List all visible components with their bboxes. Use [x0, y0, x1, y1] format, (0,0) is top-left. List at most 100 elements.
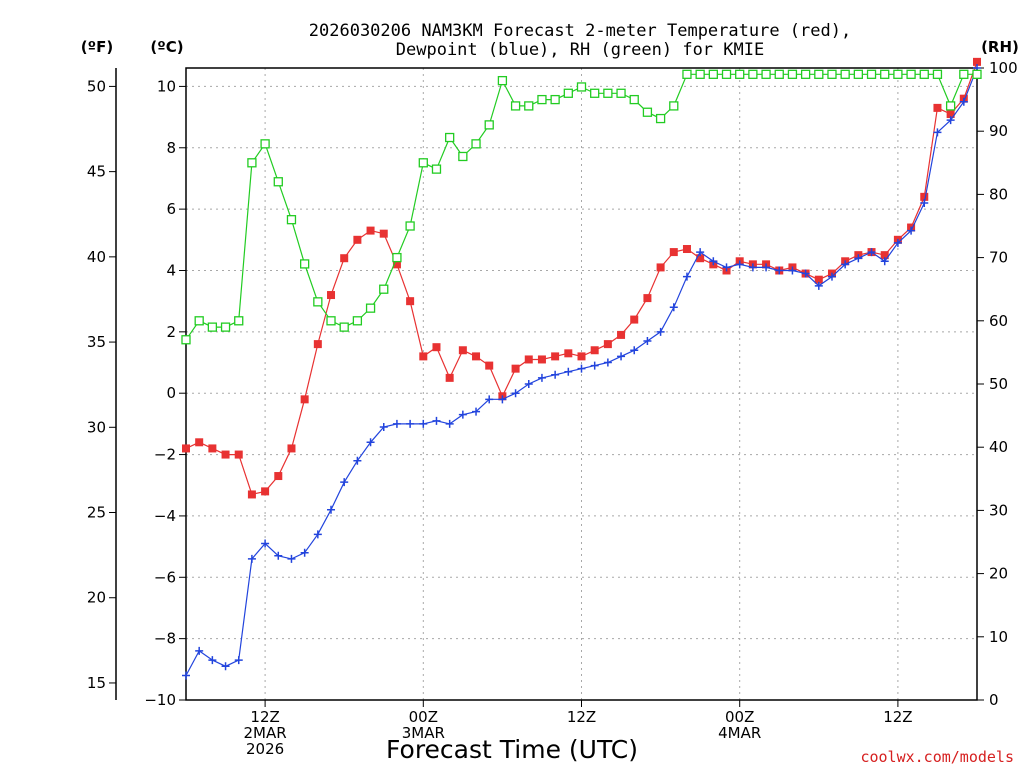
temperature-point	[590, 346, 599, 355]
dewpoint-point	[485, 395, 494, 404]
dewpoint-point	[261, 539, 270, 548]
rh-tick-label: 80	[989, 185, 1008, 203]
temperature-point	[300, 395, 309, 404]
temperature-point	[182, 444, 190, 453]
rh-tick-label: 70	[989, 249, 1008, 267]
dewpoint-point	[617, 352, 626, 361]
rh-point	[695, 69, 705, 79]
temperature-point	[195, 438, 204, 447]
dewpoint-point	[472, 407, 481, 416]
rh-point	[510, 101, 521, 111]
rh-point	[787, 69, 798, 79]
dewpoint-point	[195, 646, 204, 655]
temperature-point	[973, 57, 981, 66]
dewpoint-point	[959, 97, 968, 106]
celsius-tick-label: 0	[166, 384, 176, 402]
celsius-unit-label: (ºC)	[150, 38, 183, 56]
temperature-point	[287, 444, 296, 453]
rh-point	[471, 139, 481, 149]
rh-tick-label: 50	[989, 375, 1008, 393]
rh-tick-label: 0	[989, 691, 999, 709]
rh-point	[260, 139, 270, 149]
rh-point	[629, 94, 639, 105]
rh-point	[932, 69, 943, 79]
rh-point	[603, 88, 613, 98]
temperature-point	[537, 355, 546, 364]
temperature-point	[485, 361, 494, 370]
chart-title-line-1: 2026030206 NAM3KM Forecast 2-meter Tempe…	[309, 21, 851, 41]
dewpoint-point	[630, 346, 639, 355]
rh-point	[761, 69, 771, 79]
rh-point	[682, 69, 692, 79]
rh-tick-label: 40	[989, 438, 1008, 456]
temperature-point	[261, 487, 270, 496]
rh-point	[919, 69, 929, 79]
rh-point	[642, 107, 653, 117]
dewpoint-point	[498, 395, 507, 404]
rh-point	[576, 82, 587, 92]
rh-point	[379, 284, 389, 294]
temperature-point	[221, 450, 230, 459]
dewpoint-point	[801, 269, 810, 278]
temperature-point	[630, 315, 639, 324]
dewpoint-point	[920, 198, 929, 207]
text-layer: 2026030206 NAM3KM Forecast 2-meter Tempe…	[81, 21, 1019, 766]
rh-point	[299, 259, 310, 269]
rh-point	[866, 69, 877, 79]
fahrenheit-tick-label: 20	[87, 589, 106, 607]
rh-point	[207, 322, 218, 332]
rh-point	[853, 69, 863, 79]
rh-point	[537, 94, 547, 105]
rh-point	[458, 151, 468, 162]
fahrenheit-unit-label: (ºF)	[81, 38, 113, 56]
temperature-point	[933, 103, 942, 112]
dewpoint-point	[669, 303, 678, 312]
dewpoint-point	[366, 438, 375, 447]
celsius-tick-label: −2	[154, 446, 176, 464]
rh-point	[893, 69, 903, 79]
temperature-point	[814, 275, 823, 284]
rh-point	[708, 69, 718, 79]
temperature-point	[340, 254, 349, 263]
temperature-point	[419, 352, 428, 361]
dewpoint-point	[247, 554, 256, 563]
temperature-point	[682, 245, 691, 254]
rh-point	[326, 316, 336, 326]
rh-point	[616, 88, 626, 98]
dewpoint-point	[893, 238, 902, 247]
rh-tick-label: 100	[989, 59, 1018, 77]
rh-point	[431, 164, 442, 174]
dewpoint-point	[788, 266, 797, 275]
rh-point	[550, 94, 560, 105]
dewpoint-point	[524, 380, 533, 388]
dewpoint-point	[722, 263, 731, 272]
temperature-point	[696, 254, 705, 263]
dewpoint-point	[287, 554, 296, 563]
rh-point	[840, 69, 850, 79]
temperature-point	[617, 330, 626, 339]
x-axis-label: Forecast Time (UTC)	[386, 735, 638, 764]
dewpoint-point	[880, 257, 889, 266]
x-tick-label: 12Z	[883, 708, 912, 726]
temperature-point	[524, 355, 533, 364]
dewpoint-point	[182, 671, 190, 680]
x-tick-label: 2026	[246, 740, 284, 758]
rh-tick-label: 20	[989, 565, 1008, 583]
dewpoint-point	[234, 656, 243, 665]
temperature-point	[603, 340, 612, 349]
temperature-point	[406, 297, 415, 306]
temperature-point	[643, 294, 652, 303]
temperature-point	[551, 352, 560, 361]
fahrenheit-tick-label: 40	[87, 248, 106, 266]
rh-point	[405, 221, 415, 231]
rh-point	[721, 69, 732, 79]
rh-tick-label: 90	[989, 122, 1008, 140]
temperature-point	[208, 444, 217, 453]
celsius-tick-label: −4	[154, 507, 176, 525]
dewpoint-point	[735, 260, 744, 269]
x-tick-label: 4MAR	[718, 724, 761, 742]
rh-point	[286, 215, 297, 225]
temperature-point	[472, 352, 481, 361]
rh-point	[392, 252, 402, 263]
